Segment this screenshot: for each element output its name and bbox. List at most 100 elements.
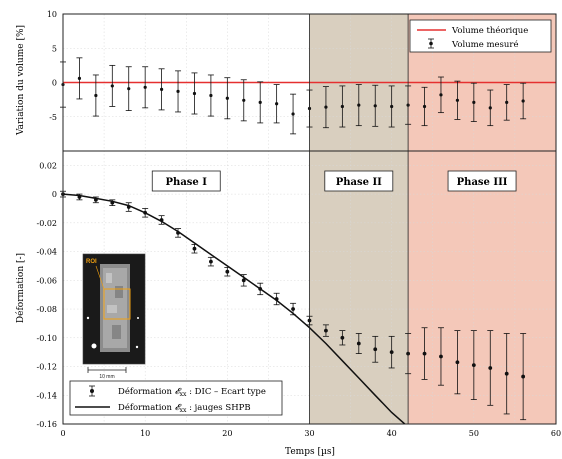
roi-label: ROI — [86, 259, 97, 265]
data-point-bottom — [439, 354, 443, 359]
y-tick-label-bottom: -0.16 — [36, 420, 57, 429]
data-point-top — [439, 93, 443, 97]
errorbar-bottom — [290, 302, 297, 316]
phase-label-2: Phase II — [324, 170, 394, 192]
data-point-bottom — [340, 335, 345, 340]
svg-text:Phase II: Phase II — [336, 177, 382, 188]
data-point-bottom — [209, 259, 213, 264]
errorbar-top — [191, 72, 198, 115]
errorbar-bottom — [207, 256, 214, 267]
errorbar-top — [142, 66, 149, 109]
x-tick-label: 0 — [60, 429, 65, 438]
phase-label-3: Phase III — [447, 170, 517, 192]
legend-bottom: Déformation 𝓔xx : DIC – Ecart type Défor… — [69, 380, 283, 416]
roi-box — [103, 288, 131, 320]
legend-top-line-label: Volume théorique — [451, 25, 528, 36]
data-point-top — [77, 76, 82, 80]
errorbar-top — [339, 85, 346, 128]
y-tick-label-top: -5 — [49, 113, 57, 122]
errorbar-top — [487, 89, 494, 127]
legend-bottom-marker-swatch — [89, 385, 95, 397]
data-point-bottom — [389, 350, 394, 355]
errorbar-top — [109, 64, 116, 107]
errorbar-bottom — [487, 330, 494, 406]
data-point-top — [291, 112, 295, 116]
y-tick-label-top: 10 — [47, 10, 57, 19]
data-point-top — [192, 91, 197, 96]
y-tick-label-bottom: -0.06 — [36, 276, 57, 285]
errorbar-top — [372, 84, 379, 127]
data-point-bottom — [471, 363, 476, 367]
data-point-top — [209, 93, 213, 98]
errorbar-top — [520, 82, 527, 120]
data-point-bottom — [241, 278, 246, 283]
tick-labels: -5 0 5 10 0.02 0 -0.02 -0.04 -0.06 -0.08 -0.10 -0.1… — [36, 10, 561, 438]
y-tick-label-bottom: -0.14 — [36, 391, 57, 400]
data-point-top — [324, 105, 328, 109]
data-point-top — [340, 104, 344, 109]
errorbar-top — [240, 79, 247, 122]
data-point-top — [143, 85, 147, 89]
y-tick-label-top: 5 — [52, 44, 57, 53]
errorbar-top — [437, 76, 444, 114]
phase-labels: Phase I Phase II Phase III — [151, 170, 517, 192]
data-point-top — [275, 102, 279, 106]
errorbar-bottom — [503, 333, 510, 415]
data-point-bottom — [455, 360, 460, 365]
series-bottom-shpb-line — [63, 193, 406, 424]
errorbar-bottom — [273, 292, 280, 306]
data-point-top — [176, 89, 180, 94]
y-axis-label-top: Variation du volume [%] — [16, 25, 26, 136]
errorbar-bottom — [437, 327, 444, 386]
errorbar-top — [503, 84, 510, 121]
data-point-bottom — [356, 341, 361, 346]
errorbar-top — [125, 66, 132, 111]
x-tick-label: 60 — [551, 429, 561, 438]
y-tick-label-bottom: 0.02 — [39, 161, 57, 170]
data-point-top — [258, 100, 262, 104]
svg-text:Phase III: Phase III — [457, 177, 508, 188]
inset-specimen-image: ROI 10 mm — [82, 253, 146, 380]
data-point-top — [521, 99, 525, 103]
data-point-bottom — [192, 246, 197, 251]
data-point-bottom — [324, 328, 328, 333]
data-point-top — [242, 98, 246, 102]
phase-region-3 — [408, 14, 556, 424]
data-point-top — [225, 96, 229, 100]
data-point-top — [390, 104, 394, 109]
phase-label-1: Phase I — [151, 170, 221, 192]
legend-top: Volume théorique Volume mesuré — [409, 19, 552, 53]
y-tick-label-bottom: -0.10 — [36, 334, 57, 343]
errorbar-top — [290, 93, 297, 135]
data-point-top — [505, 100, 509, 104]
legend-top-box — [409, 19, 552, 53]
errorbar-bottom — [191, 243, 198, 254]
scale-bar-label: 10 mm — [99, 374, 114, 380]
data-point-top — [373, 104, 377, 108]
data-point-bottom — [225, 269, 230, 274]
x-tick-label: 30 — [304, 429, 314, 438]
errorbar-top — [322, 86, 329, 129]
y-tick-label-bottom: -0.02 — [36, 219, 57, 228]
data-point-top — [472, 100, 476, 104]
y-tick-label-bottom: -0.12 — [36, 363, 57, 372]
errorbar-top — [175, 70, 182, 113]
errorbar-top — [224, 77, 231, 120]
data-point-bottom — [373, 347, 378, 352]
errorbar-top — [76, 57, 83, 100]
x-tick-label: 20 — [222, 429, 232, 438]
errorbar-top — [92, 74, 99, 117]
data-point-bottom — [488, 366, 493, 370]
data-point-top — [127, 87, 131, 91]
phase-region-2 — [309, 14, 409, 424]
errorbar-bottom — [421, 327, 428, 380]
errorbar-top — [207, 74, 214, 117]
legend-bottom-box — [69, 380, 283, 416]
errorbar-bottom — [454, 330, 461, 395]
data-point-top — [357, 103, 361, 107]
errorbar-bottom — [355, 333, 362, 354]
errorbar-bottom — [322, 324, 329, 337]
errorbar-top — [388, 85, 395, 128]
data-point-top — [94, 93, 98, 98]
